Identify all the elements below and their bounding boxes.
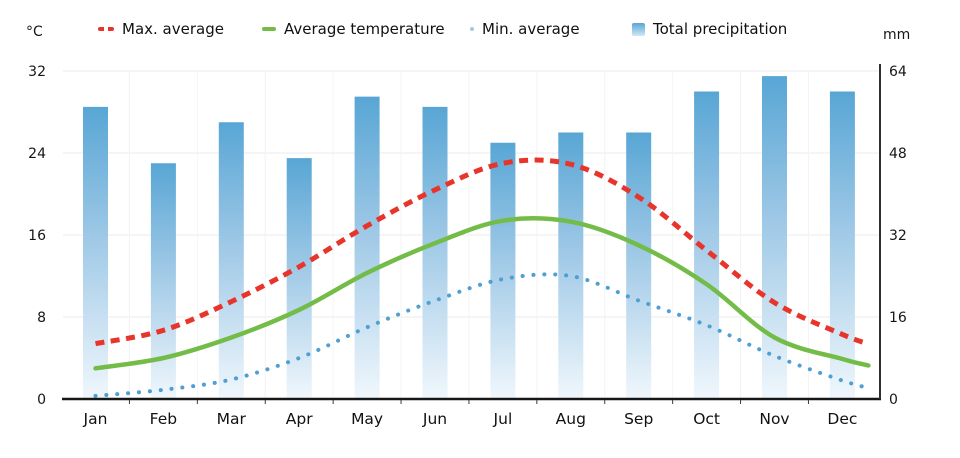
month-label-nov: Nov: [759, 410, 789, 428]
left-tick-label: 32: [28, 64, 46, 80]
legend-item-total-precipitation: Total precipitation: [632, 20, 787, 38]
legend-item-min-average: Min. average: [470, 20, 580, 38]
right-axis-tick-labels: 0 16 32 48 64: [889, 64, 907, 408]
right-axis-unit: mm: [883, 27, 911, 43]
precip-bar-sep: [626, 132, 652, 399]
legend-label-total-precipitation: Total precipitation: [653, 20, 788, 38]
temperature-lines: [93, 157, 871, 398]
max-average-dash-icon: [98, 27, 114, 31]
month-label-aug: Aug: [556, 410, 586, 428]
month-label-dec: Dec: [827, 410, 857, 428]
average-temperature-line: [93, 216, 871, 371]
precip-bar-jul: [490, 142, 516, 399]
precipitation-swatch-icon: [632, 22, 645, 36]
legend-label-max-average: Max. average: [122, 20, 224, 38]
month-label-apr: Apr: [286, 410, 313, 428]
left-tick-label: 16: [28, 228, 46, 244]
left-tick-label: 8: [37, 310, 46, 326]
month-label-jun: Jun: [422, 410, 447, 428]
gridlines: [63, 70, 880, 399]
precip-bar-may: [354, 96, 380, 399]
right-tick-label: 16: [889, 310, 907, 326]
average-temperature-dash-icon: [262, 27, 276, 31]
legend-label-average-temperature: Average temperature: [284, 20, 445, 38]
right-tick-label: 64: [889, 64, 907, 80]
max-average-line: [95, 157, 870, 347]
precip-bar-jan: [83, 106, 108, 399]
month-label-oct: Oct: [693, 410, 720, 428]
left-tick-label: 0: [37, 392, 46, 408]
min-average-line: [93, 272, 871, 398]
month-label-sep: Sep: [624, 410, 653, 428]
precip-bar-aug: [558, 132, 584, 399]
right-tick-label: 0: [889, 392, 898, 408]
precip-bar-feb: [150, 163, 176, 399]
left-axis-unit: °C: [26, 24, 43, 40]
month-label-jul: Jul: [493, 410, 513, 428]
right-tick-label: 48: [889, 146, 907, 162]
right-tick-label: 32: [889, 228, 907, 244]
month-label-may: May: [351, 410, 383, 428]
precip-bar-jun: [422, 106, 448, 399]
month-label-mar: Mar: [217, 410, 247, 428]
legend-item-max-average: Max. average: [98, 20, 224, 38]
precip-bar-nov: [762, 76, 787, 399]
month-labels: Jan Feb Mar Apr May Jun Jul Aug Sep Oct Nov Dec: [83, 410, 858, 428]
left-axis-tick-labels: 0 8 16 24 32: [28, 64, 46, 408]
legend-item-average-temperature: Average temperature: [262, 20, 445, 38]
month-label-jan: Jan: [83, 410, 108, 428]
legend-label-min-average: Min. average: [482, 20, 580, 38]
left-tick-label: 24: [28, 146, 46, 162]
axes: [62, 64, 881, 404]
precip-bar-apr: [286, 158, 312, 399]
month-label-feb: Feb: [150, 410, 177, 428]
precipitation-bars: [83, 76, 855, 399]
min-average-dot-icon: [470, 27, 474, 31]
precip-bar-mar: [218, 122, 244, 399]
precip-bar-dec: [829, 91, 855, 399]
